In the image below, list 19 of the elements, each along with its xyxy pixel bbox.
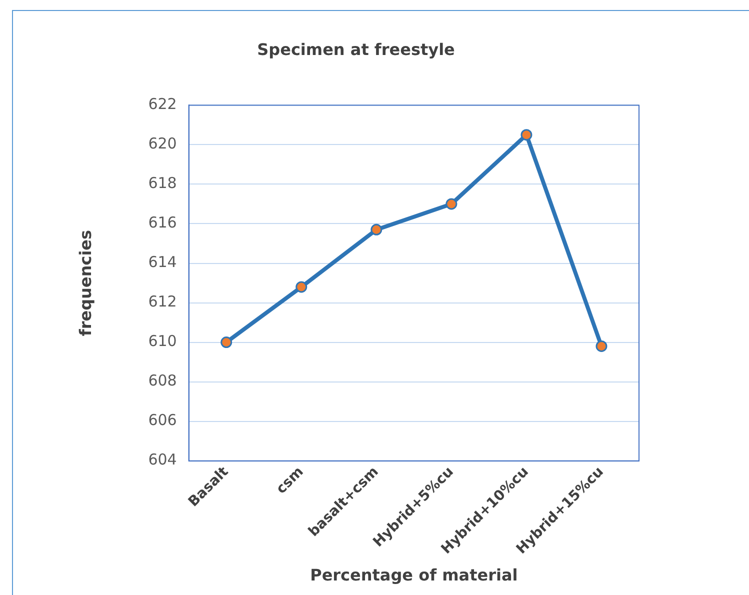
point bbox=[596, 340, 608, 352]
y-tick-label: 610 bbox=[148, 332, 177, 350]
y-tick-label: 616 bbox=[148, 214, 177, 232]
point bbox=[370, 224, 382, 236]
point bbox=[446, 198, 458, 210]
x-axis-title: Percentage of material bbox=[310, 566, 518, 585]
y-tick-label: 604 bbox=[148, 450, 177, 469]
y-tick-label: 612 bbox=[148, 292, 177, 311]
y-tick-label: 614 bbox=[148, 253, 177, 272]
point bbox=[520, 129, 532, 141]
y-axis-title: frequencies bbox=[76, 230, 95, 336]
point bbox=[296, 281, 308, 293]
chart-title: Specimen at freestyle bbox=[257, 40, 456, 59]
y-tick-label: 606 bbox=[148, 411, 177, 430]
y-tick-label: 618 bbox=[148, 174, 177, 192]
y-tick-label: 622 bbox=[148, 95, 177, 114]
y-tick-label: 620 bbox=[148, 134, 177, 153]
y-tick-label: 608 bbox=[148, 372, 177, 390]
point bbox=[220, 336, 232, 348]
